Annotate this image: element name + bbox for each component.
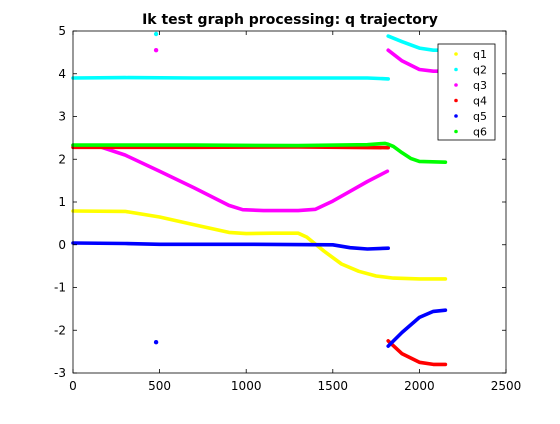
x-tick-label: 0 (69, 379, 77, 393)
series-q5-line-1 (71, 241, 390, 251)
series-q2 (71, 31, 448, 81)
legend-label-q3: q3 (473, 79, 487, 92)
y-tick-label: 5 (58, 24, 66, 38)
legend-item-q1: q1 (454, 48, 487, 61)
y-tick-label: -1 (54, 281, 66, 295)
legend-label-q2: q2 (473, 64, 487, 77)
y-tick-label: 0 (58, 238, 66, 252)
y-tick-label: 4 (58, 67, 66, 81)
series-q3 (71, 48, 448, 213)
legend-label-q6: q6 (473, 126, 487, 139)
legend-item-q6: q6 (454, 126, 487, 139)
x-tick-label: 500 (148, 379, 171, 393)
legend-label-q1: q1 (473, 48, 487, 61)
series-q3-point-1 (153, 48, 159, 53)
series-q2-line-2 (386, 34, 448, 52)
x-tick-label: 2500 (491, 379, 522, 393)
legend-item-q5: q5 (454, 110, 487, 123)
series-q5-point-1 (153, 340, 159, 345)
series-q5-line-2 (386, 308, 448, 348)
y-tick-label: 3 (58, 110, 66, 124)
chart-title: Ik test graph processing: q trajectory (142, 12, 438, 28)
y-tick-label: 2 (58, 152, 66, 166)
legend-item-q4: q4 (454, 95, 487, 108)
series-q1-line-1 (71, 209, 448, 281)
series-q2-point-1 (153, 31, 159, 37)
legend-marker-q5 (454, 114, 458, 118)
y-tick-label: 1 (58, 195, 66, 209)
legend-label-q4: q4 (473, 95, 487, 108)
legend-marker-q3 (454, 83, 458, 87)
series-q2-line-1 (71, 75, 390, 81)
legend: q1 q2 q3 q4 q5 q6 (437, 43, 496, 141)
x-tick-label: 1500 (318, 379, 349, 393)
x-tick-label: 2000 (404, 379, 435, 393)
series-q3-line-2 (386, 48, 448, 73)
series-q4-line-2 (386, 339, 448, 367)
series-q6-line-1 (71, 141, 448, 164)
y-tick-label: -3 (54, 366, 66, 380)
series-q5 (71, 241, 448, 348)
series-q1 (71, 209, 448, 281)
y-tick-label: -2 (54, 323, 66, 337)
legend-label-q5: q5 (473, 110, 487, 123)
legend-item-q2: q2 (454, 64, 487, 77)
legend-marker-q2 (454, 67, 458, 72)
series-q3-line-1 (71, 143, 390, 213)
legend-marker-q6 (454, 129, 458, 134)
plot-area (71, 31, 448, 367)
axes: 0 500 1000 1500 2000 2500 5 4 3 2 1 0 -1 -2 -3 (54, 24, 521, 393)
legend-item-q3: q3 (454, 79, 487, 92)
series-q6 (71, 141, 448, 164)
legend-box (437, 43, 496, 141)
legend-marker-q1 (454, 52, 458, 56)
x-tick-label: 1000 (231, 379, 262, 393)
legend-marker-q4 (454, 98, 458, 103)
